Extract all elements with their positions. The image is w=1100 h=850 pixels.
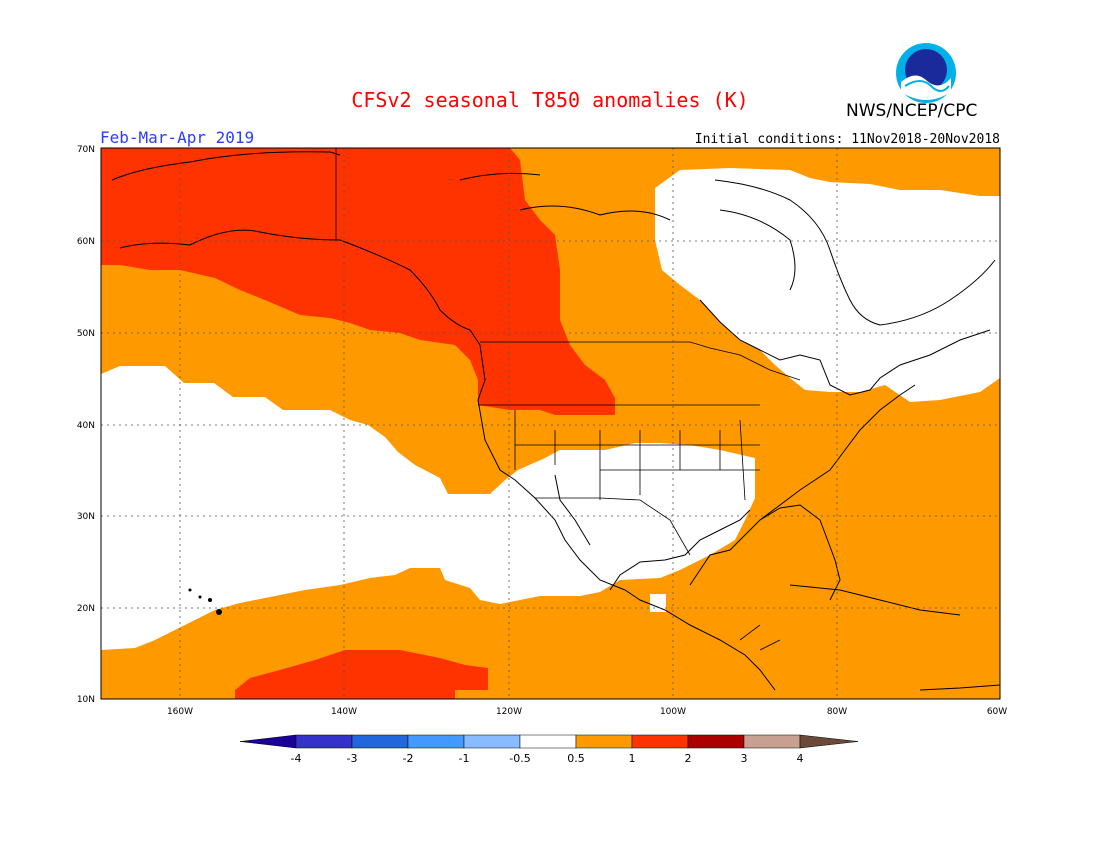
colorbar-label: 4 [797,752,804,765]
lat-label-60n: 60N [77,237,95,247]
map-content [101,148,1000,699]
colorbar-cell [575,734,633,749]
lon-label-60w: 60W [987,707,1007,717]
political-borders [335,148,801,651]
lon-label-140w: 140W [331,707,357,717]
colorbar-label: 1 [629,752,636,765]
lat-label-70n: 70N [77,145,95,155]
agency-label: NWS/NCEP/CPC [846,101,978,121]
colorbar: -4 -3 -2 -1 -0.5 0.5 1 2 3 4 [239,734,859,765]
neutral-region-east-pacific [101,366,755,650]
lon-label-80w: 80W [827,707,847,717]
colorbar-low-arrow [239,734,297,749]
lat-label-20n: 20N [77,604,95,614]
neutral-region-canada [655,168,1000,402]
neutral-patch-mexico [650,594,666,612]
colorbar-cell [351,734,409,749]
noaa-logo [895,42,957,104]
colorbar-label: 2 [685,752,692,765]
warm-region-alaska [101,148,615,415]
lat-label-30n: 30N [77,512,95,522]
colorbar-cell [295,734,353,749]
colorbar-cell [631,734,689,749]
colorbar-label: 0.5 [567,752,585,765]
latitude-labels: 10N 20N 30N 40N 50N 60N 70N [77,145,95,705]
lon-label-120w: 120W [496,707,522,717]
graticule [101,148,1000,699]
initial-conditions: Initial conditions: 11Nov2018-20Nov2018 [694,132,1000,147]
colorbar-cell [743,734,801,749]
lon-label-160w: 160W [167,707,193,717]
colorbar-labels: -4 -3 -2 -1 -0.5 0.5 1 2 3 4 [291,752,804,765]
noaa-logo-icon [896,43,956,103]
colorbar-cell [519,734,577,749]
colorbar-label: -2 [403,752,414,765]
colorbar-label: 3 [741,752,748,765]
colorbar-label: -4 [291,752,302,765]
colorbar-label: -3 [347,752,358,765]
longitude-labels: 160W 140W 120W 100W 80W 60W [167,707,1007,717]
colorbar-label: -0.5 [509,752,530,765]
warm-region-subtropical-pacific [235,650,488,699]
colorbar-label: -1 [459,752,470,765]
forecast-period: Feb-Mar-Apr 2019 [100,128,255,147]
coastlines [111,151,1000,691]
lon-label-100w: 100W [660,707,686,717]
lat-label-10n: 10N [77,695,95,705]
colorbar-cell [463,734,521,749]
colorbar-cell [407,734,465,749]
colorbar-high-arrow [799,734,859,749]
colorbar-cell [687,734,745,749]
map-title: CFSv2 seasonal T850 anomalies (K) [351,88,749,112]
hawaii-islands [188,588,222,615]
lat-label-50n: 50N [77,329,95,339]
map-frame [100,147,1001,700]
lat-label-40n: 40N [77,421,95,431]
